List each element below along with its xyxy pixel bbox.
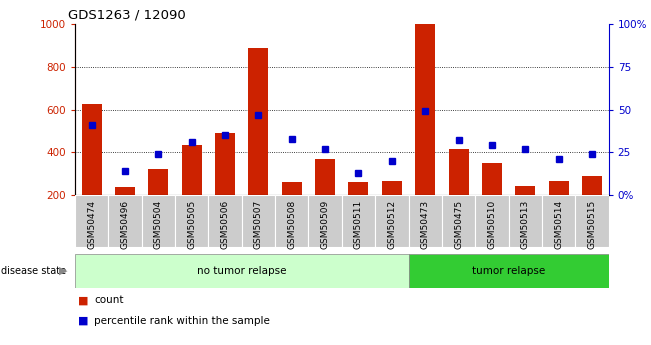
Bar [175,195,208,247]
Text: tumor relapse: tumor relapse [472,266,546,276]
Text: GSM50474: GSM50474 [87,200,96,249]
Text: ■: ■ [78,295,89,305]
Bar [208,195,242,247]
Text: count: count [94,295,124,305]
Bar [482,163,502,195]
Bar [75,195,108,247]
Bar [542,195,575,247]
Bar [282,182,301,195]
Bar [442,195,475,247]
Text: GDS1263 / 12090: GDS1263 / 12090 [68,9,186,22]
Text: GSM50510: GSM50510 [488,200,497,249]
Bar [275,195,309,247]
Bar [182,145,202,195]
Text: GSM50496: GSM50496 [120,200,130,249]
Text: GSM50506: GSM50506 [221,200,230,249]
Text: GSM50511: GSM50511 [354,200,363,249]
Bar [315,159,335,195]
Text: ■: ■ [78,316,89,326]
Bar [516,186,535,195]
Bar [309,195,342,247]
Text: GSM50473: GSM50473 [421,200,430,249]
Bar [575,195,609,247]
Bar [242,195,275,247]
Bar [508,195,542,247]
Bar [249,48,268,195]
Text: GSM50515: GSM50515 [587,200,596,249]
Bar [81,104,102,195]
Text: disease state: disease state [1,266,66,276]
Bar [582,176,602,195]
Bar [415,24,435,195]
Bar [375,195,409,247]
Bar [475,195,508,247]
Text: GSM50509: GSM50509 [320,200,329,249]
Text: GSM50507: GSM50507 [254,200,263,249]
Text: GSM50508: GSM50508 [287,200,296,249]
Bar [348,182,368,195]
Text: GSM50513: GSM50513 [521,200,530,249]
Text: ▶: ▶ [59,266,67,276]
Text: GSM50512: GSM50512 [387,200,396,249]
Text: GSM50475: GSM50475 [454,200,463,249]
Text: GSM50514: GSM50514 [554,200,563,249]
Text: no tumor relapse: no tumor relapse [197,266,286,276]
Bar [409,195,442,247]
Bar [409,254,609,288]
Text: GSM50504: GSM50504 [154,200,163,249]
Bar [75,254,409,288]
Bar [449,149,469,195]
Bar [115,187,135,195]
Bar [342,195,375,247]
Bar [148,169,168,195]
Bar [215,133,235,195]
Bar [108,195,142,247]
Text: percentile rank within the sample: percentile rank within the sample [94,316,270,326]
Bar [549,181,569,195]
Text: GSM50505: GSM50505 [187,200,196,249]
Bar [381,181,402,195]
Bar [142,195,175,247]
